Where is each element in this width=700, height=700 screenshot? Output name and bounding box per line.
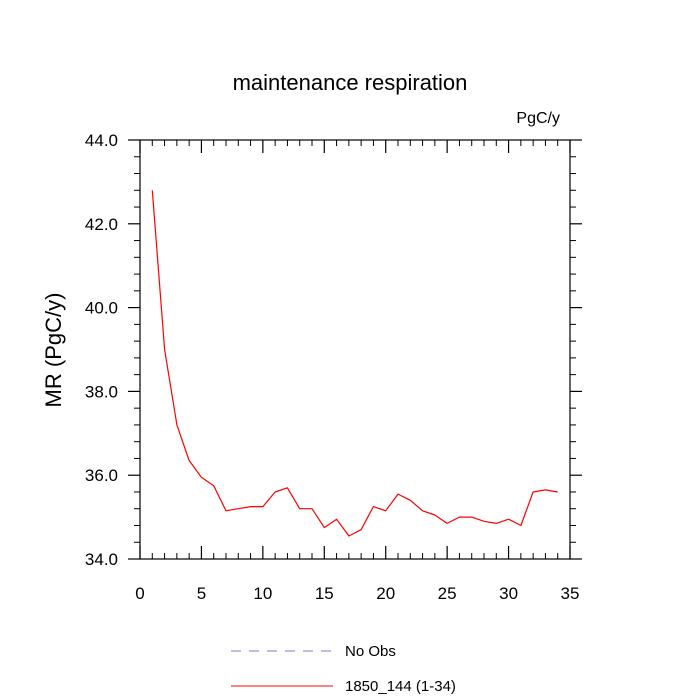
units-label: PgC/y (516, 110, 560, 127)
legend-label: No Obs (345, 643, 396, 660)
axis-ticks: 0 5 10 15 20 25 30 35 34.0 36.0 38.0 40.0 42.0 44.0 (85, 131, 582, 603)
y-tick-label: 40.0 (85, 299, 118, 318)
x-tick-label: 15 (315, 584, 334, 603)
y-tick-label: 36.0 (85, 466, 118, 485)
x-tick-label: 30 (499, 584, 518, 603)
y-tick-label: 38.0 (85, 382, 118, 401)
x-tick-label: 10 (253, 584, 272, 603)
chart-title: maintenance respiration (233, 70, 468, 95)
x-tick-label: 35 (561, 584, 580, 603)
plot-frame (139, 139, 571, 560)
y-axis-label: MR (PgC/y) (41, 293, 66, 408)
series-line (151, 190, 558, 537)
y-tick-label: 34.0 (85, 550, 118, 569)
y-tick-label: 44.0 (85, 131, 118, 150)
y-tick-label: 42.0 (85, 215, 118, 234)
series-layer (151, 190, 558, 537)
x-tick-label: 25 (438, 584, 457, 603)
x-tick-label: 0 (135, 584, 144, 603)
x-tick-label: 20 (376, 584, 395, 603)
x-tick-label: 5 (197, 584, 206, 603)
legend-label: 1850_144 (1-34) (345, 678, 456, 695)
legend: No Obs 1850_144 (1-34) (231, 643, 456, 695)
